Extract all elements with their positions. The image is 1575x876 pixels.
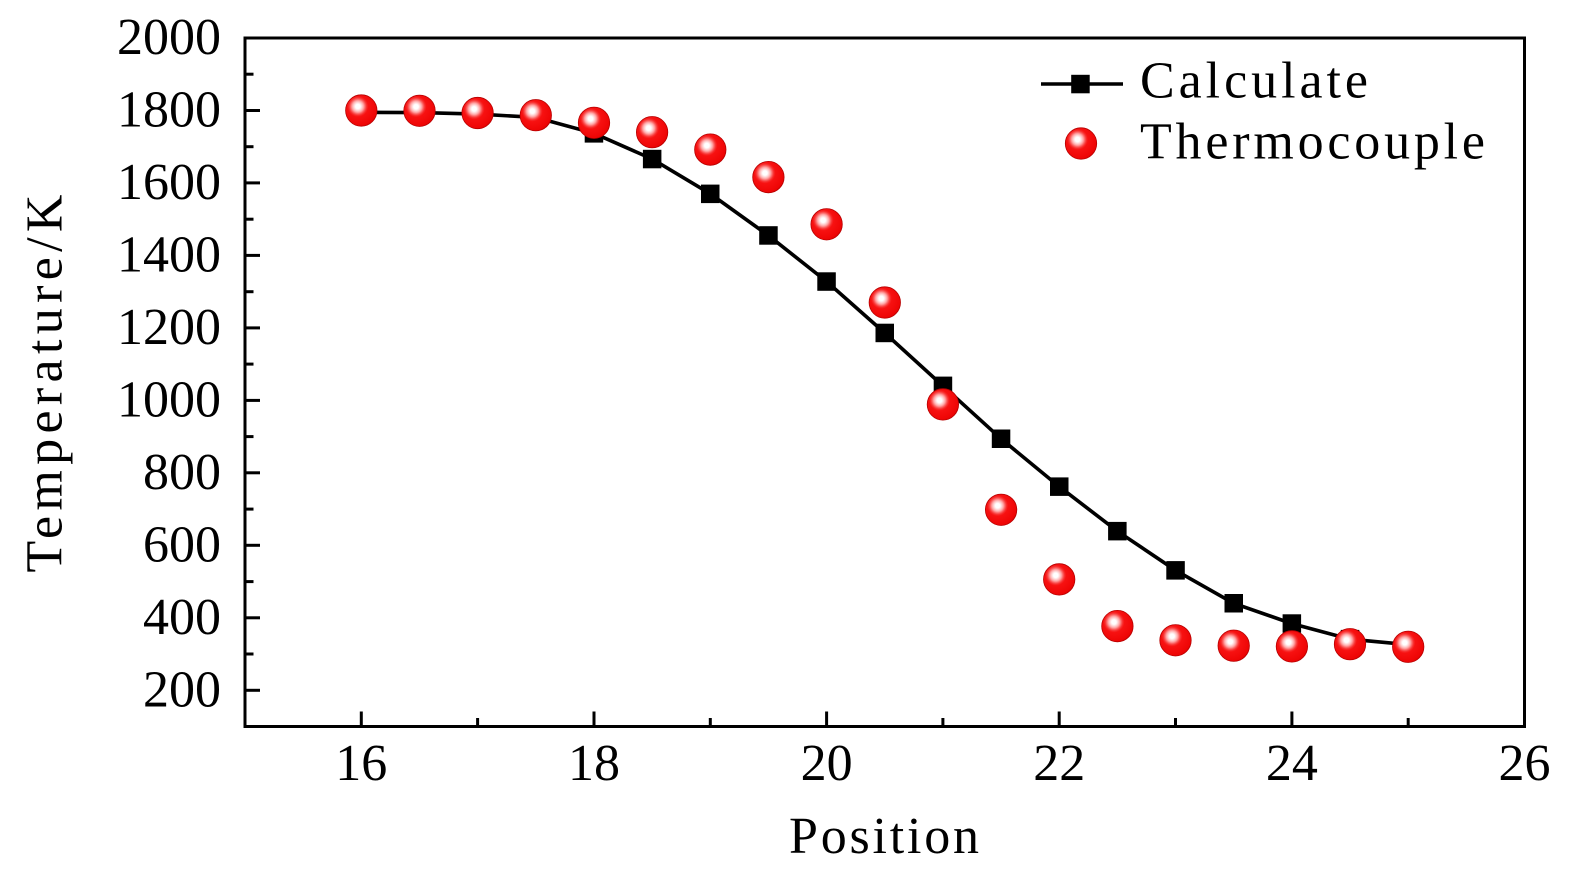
svg-text:22: 22 bbox=[1033, 735, 1085, 792]
svg-text:1400: 1400 bbox=[117, 227, 221, 284]
svg-text:1800: 1800 bbox=[117, 82, 221, 139]
svg-text:400: 400 bbox=[143, 589, 221, 646]
svg-text:20: 20 bbox=[801, 735, 853, 792]
svg-text:1000: 1000 bbox=[117, 372, 221, 429]
svg-text:800: 800 bbox=[143, 444, 221, 501]
svg-text:Thermocouple: Thermocouple bbox=[1140, 114, 1485, 171]
svg-text:600: 600 bbox=[143, 517, 221, 574]
svg-text:Position: Position bbox=[789, 808, 979, 865]
svg-text:18: 18 bbox=[568, 735, 620, 792]
svg-text:200: 200 bbox=[143, 662, 221, 719]
svg-text:Calculate: Calculate bbox=[1140, 53, 1368, 110]
svg-text:1200: 1200 bbox=[117, 299, 221, 356]
svg-text:2000: 2000 bbox=[117, 9, 221, 66]
svg-text:26: 26 bbox=[1499, 735, 1551, 792]
svg-text:1600: 1600 bbox=[117, 154, 221, 211]
svg-text:24: 24 bbox=[1266, 735, 1318, 792]
svg-text:16: 16 bbox=[335, 735, 387, 792]
